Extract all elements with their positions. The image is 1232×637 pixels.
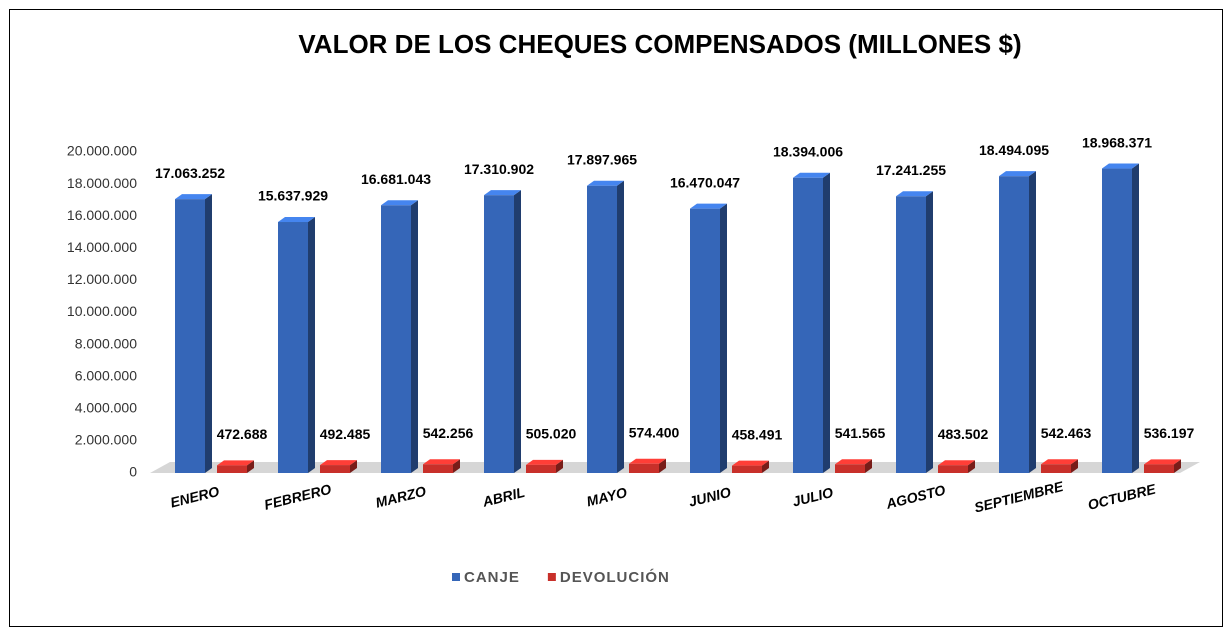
bar-side xyxy=(1132,163,1139,473)
bar-top xyxy=(278,217,315,223)
bar-top xyxy=(938,460,975,466)
bar xyxy=(938,465,968,473)
y-tick-label: 4.000.000 xyxy=(75,400,137,416)
bar xyxy=(484,195,514,473)
y-tick-label: 8.000.000 xyxy=(75,335,137,351)
value-label: 15.637.929 xyxy=(258,188,328,204)
bar-side xyxy=(411,200,418,473)
value-label: 483.502 xyxy=(938,426,989,442)
bar-top xyxy=(587,180,624,186)
bar xyxy=(1144,464,1174,473)
bar xyxy=(1041,464,1071,473)
bar xyxy=(320,465,350,473)
y-tick-label: 18.000.000 xyxy=(67,175,137,191)
bar-side xyxy=(205,194,212,473)
bar-top xyxy=(175,194,212,200)
bar-top xyxy=(217,460,254,466)
bar-side xyxy=(247,460,254,473)
bar-top xyxy=(381,200,418,206)
value-label: 18.494.095 xyxy=(979,142,1049,158)
value-label: 16.681.043 xyxy=(361,171,431,187)
bar-top xyxy=(629,458,666,464)
bar-side xyxy=(453,459,460,473)
bar xyxy=(732,465,762,473)
value-label: 458.491 xyxy=(732,426,783,442)
bar-side xyxy=(865,459,872,473)
bar xyxy=(526,464,556,473)
bar-side xyxy=(720,203,727,473)
bar xyxy=(793,177,823,474)
value-label: 505.020 xyxy=(526,426,577,442)
y-tick-label: 0 xyxy=(129,464,137,480)
bar-top xyxy=(690,203,727,209)
bar-top xyxy=(1102,163,1139,169)
bar-side xyxy=(1029,171,1036,473)
value-label: 17.241.255 xyxy=(876,162,946,178)
bar-side xyxy=(968,460,975,473)
bar-side xyxy=(762,460,769,473)
bar xyxy=(381,205,411,473)
bar xyxy=(423,464,453,473)
value-label: 542.256 xyxy=(423,425,474,441)
bar-top xyxy=(732,460,769,466)
value-label: 17.310.902 xyxy=(464,161,534,177)
bar xyxy=(217,465,247,473)
value-label: 541.565 xyxy=(835,425,886,441)
bar-side xyxy=(926,191,933,473)
bar-top xyxy=(896,191,933,197)
legend-label: CANJE xyxy=(464,569,520,586)
bar-side xyxy=(659,458,666,473)
bar-side xyxy=(514,190,521,473)
y-tick-label: 16.000.000 xyxy=(67,207,137,223)
bar-top xyxy=(1144,459,1181,465)
bar-top xyxy=(793,172,830,178)
y-tick-label: 6.000.000 xyxy=(75,367,137,383)
bar xyxy=(1102,168,1132,473)
y-tick-label: 10.000.000 xyxy=(67,303,137,319)
value-label: 17.897.965 xyxy=(567,151,637,167)
y-tick-label: 2.000.000 xyxy=(75,432,137,448)
bar-side xyxy=(1174,459,1181,473)
legend-swatch xyxy=(452,573,460,581)
value-label: 542.463 xyxy=(1041,425,1092,441)
value-label: 492.485 xyxy=(320,426,371,442)
bar-top xyxy=(835,459,872,465)
value-label: 17.063.252 xyxy=(155,165,225,181)
value-label: 536.197 xyxy=(1144,425,1195,441)
bar-side xyxy=(350,460,357,473)
bar-side xyxy=(617,180,624,473)
legend-swatch xyxy=(547,573,556,581)
bar-side xyxy=(823,172,830,474)
bar xyxy=(629,463,659,473)
y-tick-label: 12.000.000 xyxy=(67,271,137,287)
bar xyxy=(835,464,865,473)
bar-top xyxy=(999,171,1036,177)
value-label: 18.968.371 xyxy=(1082,134,1152,150)
value-label: 574.400 xyxy=(629,424,680,440)
bar-top xyxy=(526,459,563,465)
bar-side xyxy=(556,459,563,473)
bar xyxy=(175,199,205,473)
bar xyxy=(278,222,308,473)
legend-label: DEVOLUCIÓN xyxy=(560,568,670,586)
value-label: 472.688 xyxy=(217,426,268,442)
chart-title: VALOR DE LOS CHEQUES COMPENSADOS (MILLON… xyxy=(298,29,1021,59)
bar-top xyxy=(423,459,460,465)
value-label: 18.394.006 xyxy=(773,143,843,159)
bar xyxy=(587,185,617,473)
value-label: 16.470.047 xyxy=(670,174,740,190)
bar-side xyxy=(1071,459,1078,473)
bar xyxy=(896,196,926,473)
y-tick-label: 14.000.000 xyxy=(67,239,137,255)
bar-top xyxy=(320,460,357,466)
bar-side xyxy=(308,217,315,473)
bar-top xyxy=(484,190,521,196)
bar xyxy=(999,176,1029,473)
y-tick-label: 20.000.000 xyxy=(67,143,137,159)
bar-top xyxy=(1041,459,1078,465)
bar xyxy=(690,208,720,473)
